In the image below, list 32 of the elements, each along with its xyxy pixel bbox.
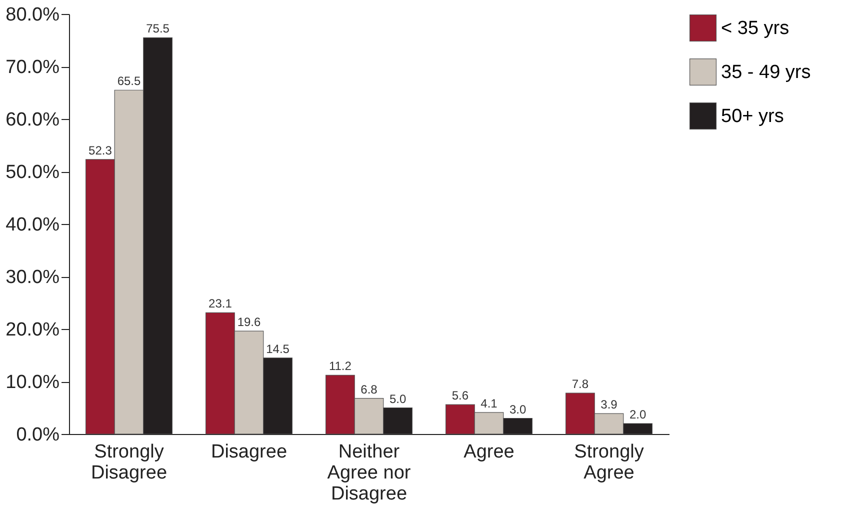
data-label: 2.0 bbox=[629, 408, 646, 422]
data-label: 3.0 bbox=[509, 402, 526, 416]
y-tick-label: 10.0% bbox=[6, 372, 60, 393]
legend-label: 50+ yrs bbox=[721, 106, 784, 127]
data-label: 11.2 bbox=[328, 359, 352, 374]
data-label: 6.8 bbox=[360, 382, 378, 396]
y-tick-label: 70.0% bbox=[6, 57, 60, 78]
data-label: 7.8 bbox=[572, 377, 589, 392]
data-label: 4.1 bbox=[480, 396, 498, 410]
data-label: 52.3 bbox=[88, 143, 112, 158]
data-label: 3.9 bbox=[600, 398, 618, 412]
y-tick-label: 50.0% bbox=[6, 162, 60, 183]
y-tick-label: 60.0% bbox=[6, 110, 60, 130]
data-label: 75.5 bbox=[146, 22, 170, 36]
data-label: 5.6 bbox=[452, 388, 469, 403]
data-label: 65.5 bbox=[117, 74, 141, 88]
x-tick-label: Strongly Disagree bbox=[90, 442, 168, 484]
x-tick-label: Neither Agree nor Disagree bbox=[327, 442, 412, 504]
legend-label: 35 - 49 yrs bbox=[721, 62, 811, 83]
y-tick-label: 20.0% bbox=[6, 320, 60, 340]
y-tick-label: 40.0% bbox=[6, 214, 60, 236]
y-tick-label: 30.0% bbox=[6, 267, 60, 288]
y-tick-label: 0.0% bbox=[16, 424, 60, 446]
data-label: 5.0 bbox=[389, 392, 406, 406]
data-label: 14.5 bbox=[266, 342, 290, 356]
data-label: 23.1 bbox=[208, 296, 232, 311]
x-tick-label: Agree bbox=[464, 442, 514, 462]
x-tick-label: Strongly Agree bbox=[574, 442, 644, 484]
y-tick-label: 80.0% bbox=[6, 4, 60, 26]
x-tick-label: Disagree bbox=[210, 442, 288, 462]
legend-label: < 35 yrs bbox=[721, 18, 790, 39]
data-label: 19.6 bbox=[237, 315, 261, 330]
